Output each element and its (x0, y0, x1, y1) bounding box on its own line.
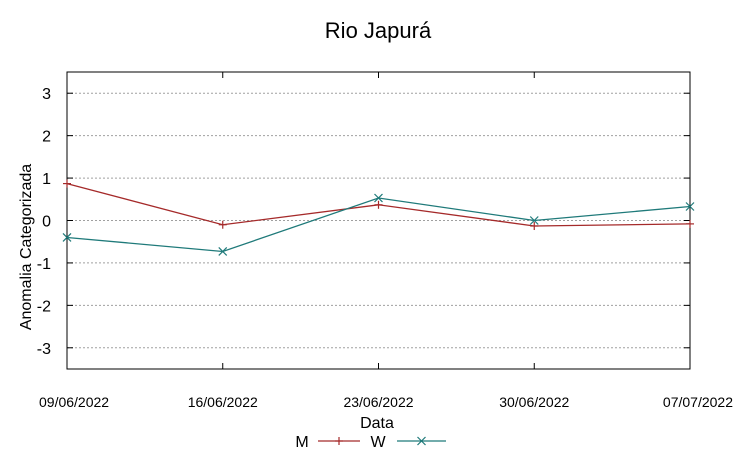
y-tick-labels: 3 2 1 0 -1 -2 -3 (37, 86, 51, 358)
data-series (62, 179, 695, 256)
y-tick-label: 2 (42, 129, 51, 146)
y-tick-label: -1 (37, 256, 51, 273)
legend-label-m: M (295, 434, 308, 451)
x-axis-label: Data (360, 415, 394, 432)
series-w (62, 193, 695, 256)
x-tick-label: 30/06/2022 (499, 394, 569, 410)
y-tick-label: 3 (42, 86, 51, 103)
data-point-w (374, 193, 383, 203)
y-tick-label: -2 (37, 298, 51, 315)
legend-item-w: W (370, 434, 446, 451)
legend-item-m: M (295, 434, 360, 451)
x-tick-labels: 09/06/2022 16/06/2022 23/06/2022 30/06/2022… (39, 394, 733, 410)
grid-lines (67, 92, 690, 349)
data-point-w (529, 216, 539, 225)
y-axis-label: Anomalia Categorizada (18, 164, 35, 330)
x-tick-label: 09/06/2022 (39, 394, 109, 410)
data-point-w (218, 247, 228, 256)
y-tick-label: 0 (42, 214, 51, 231)
y-tick-label: 1 (42, 171, 51, 188)
data-point-w (685, 202, 695, 211)
series-m (63, 179, 694, 231)
x-tick-label: 07/07/2022 (663, 394, 733, 410)
legend-label-w: W (370, 434, 386, 451)
chart-title: Rio Japurá (325, 18, 432, 43)
x-tick-label: 16/06/2022 (188, 394, 258, 410)
data-point-w (62, 233, 72, 242)
legend-marker-w (417, 436, 426, 446)
x-tick-label: 23/06/2022 (343, 394, 413, 410)
y-tick-label: -3 (37, 341, 51, 358)
